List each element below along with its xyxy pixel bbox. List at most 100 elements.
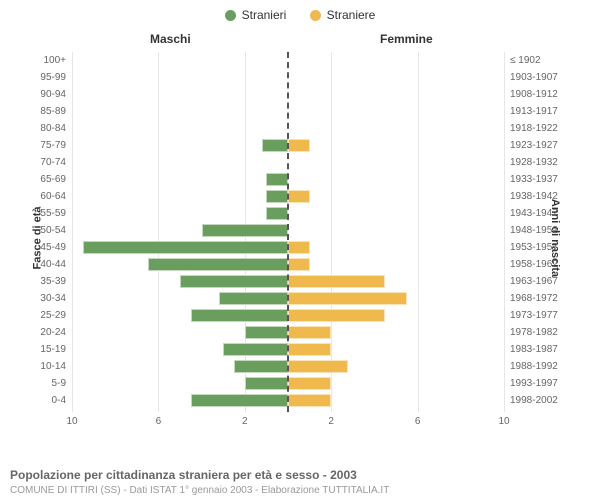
bar-male — [234, 360, 288, 373]
bar-male — [223, 343, 288, 356]
bar-male — [219, 292, 288, 305]
female-half — [288, 139, 504, 152]
birth-year-label: 1938-1942 — [504, 191, 558, 202]
age-label: 25-29 — [22, 310, 72, 321]
age-label: 80-84 — [22, 123, 72, 134]
birth-year-label: 1998-2002 — [504, 395, 558, 406]
male-half — [72, 241, 288, 254]
bar-female — [288, 377, 331, 390]
female-half — [288, 292, 504, 305]
age-label: 70-74 — [22, 157, 72, 168]
age-label: 75-79 — [22, 140, 72, 151]
birth-year-label: 1948-1952 — [504, 225, 558, 236]
legend: Stranieri Straniere — [0, 0, 600, 28]
birth-year-label: 1933-1937 — [504, 174, 558, 185]
bar-male — [266, 173, 288, 186]
male-half — [72, 207, 288, 220]
birth-year-label: 1928-1932 — [504, 157, 558, 168]
bar-male — [191, 309, 288, 322]
bar-female — [288, 360, 348, 373]
age-label: 15-19 — [22, 344, 72, 355]
bar-male — [266, 207, 288, 220]
age-label: 60-64 — [22, 191, 72, 202]
birth-year-label: 1968-1972 — [504, 293, 558, 304]
female-half — [288, 122, 504, 135]
birth-year-label: 1918-1922 — [504, 123, 558, 134]
age-label: 10-14 — [22, 361, 72, 372]
legend-label-female: Straniere — [327, 8, 376, 22]
birth-year-label: 1903-1907 — [504, 72, 558, 83]
bar-female — [288, 292, 407, 305]
birth-year-label: 1973-1977 — [504, 310, 558, 321]
age-label: 30-34 — [22, 293, 72, 304]
bar-female — [288, 343, 331, 356]
age-label: 85-89 — [22, 106, 72, 117]
male-half — [72, 326, 288, 339]
birth-year-label: 1953-1957 — [504, 242, 558, 253]
male-half — [72, 71, 288, 84]
male-half — [72, 258, 288, 271]
age-label: 0-4 — [22, 395, 72, 406]
male-half — [72, 54, 288, 67]
x-tick: 2 — [242, 416, 248, 427]
birth-year-label: 1923-1927 — [504, 140, 558, 151]
x-tick: 2 — [328, 416, 334, 427]
birth-year-label: ≤ 1902 — [504, 55, 541, 66]
age-label: 55-59 — [22, 208, 72, 219]
age-label: 100+ — [22, 55, 72, 66]
bar-female — [288, 258, 310, 271]
legend-swatch-female — [310, 10, 321, 21]
center-divider — [287, 52, 289, 412]
bar-female — [288, 309, 385, 322]
header-female: Femmine — [380, 32, 433, 46]
bar-female — [288, 326, 331, 339]
x-axis: 10622610 — [72, 416, 504, 432]
bar-male — [245, 326, 288, 339]
bar-male — [83, 241, 288, 254]
bar-male — [148, 258, 288, 271]
birth-year-label: 1993-1997 — [504, 378, 558, 389]
male-half — [72, 343, 288, 356]
male-half — [72, 275, 288, 288]
female-half — [288, 156, 504, 169]
female-half — [288, 224, 504, 237]
bar-male — [180, 275, 288, 288]
x-tick: 10 — [66, 416, 77, 427]
bar-female — [288, 139, 310, 152]
male-half — [72, 105, 288, 118]
age-label: 20-24 — [22, 327, 72, 338]
female-half — [288, 173, 504, 186]
female-half — [288, 343, 504, 356]
female-half — [288, 275, 504, 288]
birth-year-label: 1978-1982 — [504, 327, 558, 338]
age-label: 45-49 — [22, 242, 72, 253]
female-half — [288, 71, 504, 84]
female-half — [288, 258, 504, 271]
age-label: 5-9 — [22, 378, 72, 389]
x-tick: 6 — [415, 416, 421, 427]
female-half — [288, 326, 504, 339]
female-half — [288, 360, 504, 373]
female-half — [288, 394, 504, 407]
age-label: 90-94 — [22, 89, 72, 100]
female-half — [288, 54, 504, 67]
age-label: 65-69 — [22, 174, 72, 185]
age-label: 95-99 — [22, 72, 72, 83]
bar-female — [288, 190, 310, 203]
female-half — [288, 377, 504, 390]
birth-year-label: 1958-1962 — [504, 259, 558, 270]
plot-area: 100+≤ 190295-991903-190790-941908-191285… — [72, 52, 504, 412]
birth-year-label: 1908-1912 — [504, 89, 558, 100]
bar-male — [262, 139, 288, 152]
birth-year-label: 1913-1917 — [504, 106, 558, 117]
bar-male — [191, 394, 288, 407]
female-half — [288, 241, 504, 254]
legend-item-female: Straniere — [310, 8, 376, 22]
female-half — [288, 105, 504, 118]
legend-item-male: Stranieri — [225, 8, 287, 22]
bar-female — [288, 275, 385, 288]
male-half — [72, 360, 288, 373]
bar-male — [266, 190, 288, 203]
legend-swatch-male — [225, 10, 236, 21]
female-half — [288, 207, 504, 220]
